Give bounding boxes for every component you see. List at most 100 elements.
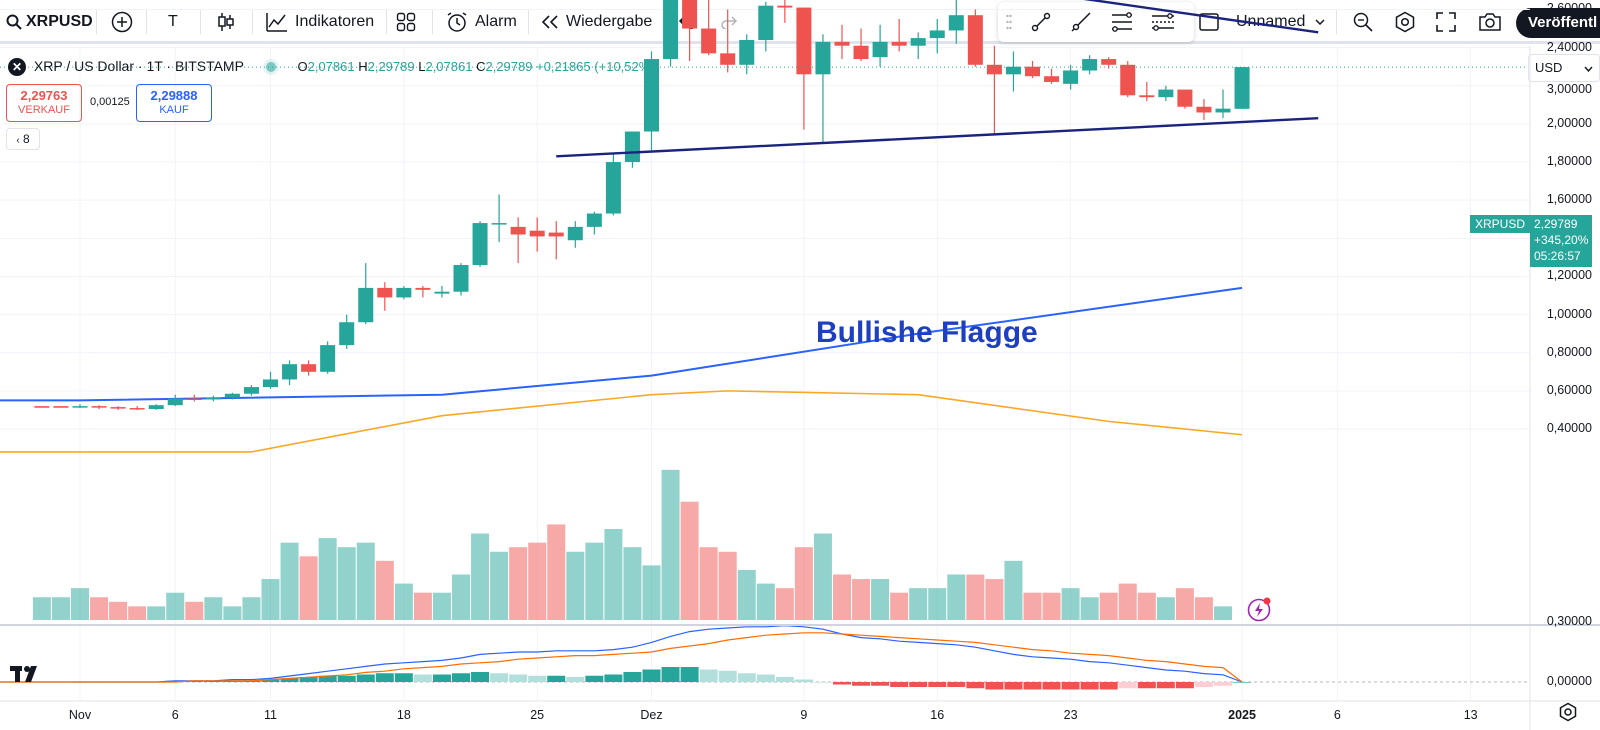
ray-icon[interactable] [1070, 11, 1092, 38]
volume-bar [871, 579, 890, 620]
candle-body [1215, 108, 1231, 113]
histogram-bar [947, 682, 966, 687]
candle-body [986, 64, 1002, 75]
camera-icon [1478, 12, 1502, 32]
candle-body [1044, 76, 1060, 82]
candle-body [34, 406, 50, 408]
time-tick-label: 6 [171, 708, 179, 722]
volume-bar [204, 597, 223, 620]
layout-name: Unnamed [1236, 13, 1306, 30]
alarm-button[interactable]: Alarm [446, 0, 517, 44]
histogram-bar [1023, 682, 1042, 690]
chart-settings-icon[interactable] [1558, 702, 1578, 727]
publish-button[interactable]: Veröffentl [1516, 8, 1600, 38]
fib-icon[interactable] [1110, 11, 1134, 38]
chart-type-button[interactable] [216, 0, 236, 44]
histogram-bar [566, 677, 585, 682]
interval-button[interactable]: T [168, 0, 178, 44]
histogram-bar [1175, 682, 1194, 689]
volume-bar [775, 588, 794, 620]
volume-bar [604, 529, 623, 620]
templates-button[interactable] [396, 0, 416, 44]
candle-body [491, 223, 507, 225]
price-tick-label: 0,00000 [1546, 674, 1592, 688]
redo-button[interactable] [720, 0, 738, 44]
macd-line [0, 624, 1243, 683]
histogram-bar [985, 682, 1004, 690]
candle-body [1063, 70, 1079, 84]
legend-title[interactable]: XRP / US Dollar · 1T · BITSTAMP [33, 58, 244, 74]
histogram-bar [890, 682, 909, 687]
volume-bars [32, 469, 1232, 620]
candle-body [186, 398, 202, 401]
time-tick-label: 2025 [1228, 708, 1256, 722]
price-tick-label: 0,30000 [1546, 614, 1592, 628]
volume-bar [318, 538, 337, 620]
price-tick-label: 1,80000 [1546, 154, 1592, 169]
candle-body [739, 39, 755, 65]
fullscreen-button[interactable] [1436, 0, 1456, 44]
candle-body [796, 7, 812, 75]
volume-bar [852, 579, 871, 620]
volume-bar [890, 592, 909, 620]
symbol-search[interactable]: XRPUSD [6, 0, 93, 44]
snapshot-button[interactable] [1478, 0, 1502, 44]
rectangle-tool[interactable] [1198, 0, 1220, 44]
candle-body [1177, 89, 1193, 107]
candle-body [434, 291, 450, 294]
replay-button[interactable]: Wiedergabe [540, 0, 652, 44]
histogram-bar [547, 675, 566, 682]
settings-button[interactable] [1394, 0, 1416, 44]
histogram-bar [432, 674, 451, 682]
volume-bar [1214, 606, 1232, 620]
candle-body [53, 406, 69, 408]
volume-bar [1175, 588, 1194, 620]
buy-button[interactable]: 2,29888 KAUF [136, 84, 212, 122]
currency-select[interactable]: USD [1528, 54, 1600, 82]
flag-annotation[interactable]: Bullishe Flagge [816, 316, 1038, 349]
quick-search-button[interactable] [1352, 0, 1374, 44]
candle-body [1025, 66, 1040, 77]
histogram-bar [452, 673, 470, 682]
drag-handle-icon[interactable] [1006, 14, 1012, 35]
histogram-bar [680, 667, 699, 682]
last-change: +345,20% [1534, 233, 1589, 247]
price-tick-label: 0,60000 [1546, 382, 1592, 397]
candle-body [224, 393, 240, 398]
rectangle-icon [1198, 12, 1220, 32]
histogram-bar [909, 682, 928, 687]
lightning-alert-icon[interactable] [1246, 597, 1272, 628]
price-tick-label: 0,80000 [1546, 344, 1592, 359]
compare-button[interactable] [111, 0, 133, 44]
volume-bar [1137, 592, 1156, 620]
price-tick-label: 1,60000 [1546, 192, 1592, 207]
histogram-bar [1233, 682, 1252, 683]
histogram-bar [509, 674, 528, 682]
indicators-count: 8 [23, 132, 30, 146]
indicators-button[interactable]: Indikatoren [266, 0, 374, 44]
candle-body [110, 407, 126, 409]
indicators-toggle[interactable]: ‹ 8 [6, 128, 40, 150]
candle-body [682, 0, 698, 29]
chevron-down-icon [1584, 55, 1593, 81]
histogram-bar [394, 673, 413, 682]
histogram-bar [1061, 682, 1080, 690]
currency-label: USD [1535, 60, 1563, 75]
layout-menu[interactable]: Unnamed [1236, 0, 1325, 44]
candle-body [339, 322, 355, 346]
channel-icon[interactable] [1150, 11, 1176, 38]
histogram-bar [813, 682, 832, 683]
drawing-toolbar [998, 2, 1194, 42]
sell-button[interactable]: 2,29763 VERKAUF [6, 84, 82, 122]
volume-bar [1004, 560, 1023, 620]
spread-value: 0,00125 [90, 96, 130, 108]
histogram-bar [871, 682, 890, 686]
volume-bar [432, 592, 451, 620]
symbol-name: XRPUSD [26, 13, 93, 30]
candle-body [510, 226, 526, 235]
trendline-icon[interactable] [1030, 11, 1052, 38]
volume-average-line [0, 390, 1243, 453]
chart-legend: ✕ XRP / US Dollar · 1T · BITSTAMP O2,078… [8, 58, 655, 77]
volume-bar [985, 579, 1004, 620]
